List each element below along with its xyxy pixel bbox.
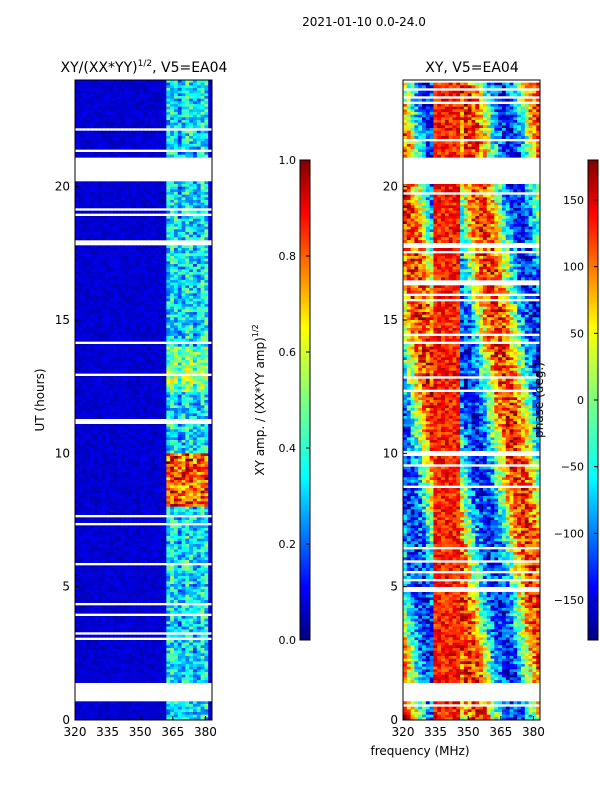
phase-title: XY, V5=EA04 — [425, 60, 519, 76]
amplitude-colorbar: 0.0 0.2 0.4 0.6 0.8 1.0 XY amp. / (XX*YY amp)… — [251, 154, 311, 647]
amplitude-colorbar-label: XY amp. / (XX*YY amp)1/2 — [251, 324, 267, 475]
x-tick-label: 365 — [489, 725, 512, 739]
y-tick-label: 15 — [383, 313, 398, 327]
phase-frame — [402, 79, 541, 721]
y-tick-label: 10 — [383, 446, 398, 460]
colorbar-tick-label: 0 — [577, 394, 584, 407]
amplitude-colorbar-ticks: 0.0 0.2 0.4 0.6 0.8 1.0 — [279, 154, 310, 647]
amplitude-panel: XY/(XX*YY)1/2, V5=EA04 320 335 350 365 380 0… — [33, 59, 228, 739]
phase-y-ticks: 0 5 10 15 20 — [383, 180, 407, 727]
figure-suptitle: 2021-01-10 0.0-24.0 — [302, 15, 426, 29]
phase-x-ticks: 320 335 350 365 380 — [392, 716, 545, 739]
x-tick-label: 335 — [96, 725, 119, 739]
amplitude-y-ticks: 0 5 10 15 20 — [55, 180, 79, 727]
x-tick-label: 365 — [161, 725, 184, 739]
colorbar-tick-label: 100 — [563, 261, 584, 274]
colorbar-tick-label: 0.2 — [279, 538, 297, 551]
y-tick-label: 5 — [62, 580, 70, 594]
amplitude-colorbar-gradient — [299, 159, 311, 641]
y-tick-label: 10 — [55, 446, 70, 460]
x-tick-label: 335 — [424, 725, 447, 739]
amplitude-title: XY/(XX*YY)1/2, V5=EA04 — [61, 59, 228, 76]
phase-colorbar-ticks: −150 −100 −50 0 50 100 150 — [554, 194, 598, 607]
y-tick-label: 0 — [390, 713, 398, 727]
y-tick-label: 20 — [55, 180, 70, 194]
colorbar-tick-label: 0.0 — [279, 634, 297, 647]
y-tick-label: 20 — [383, 180, 398, 194]
y-tick-label: 15 — [55, 313, 70, 327]
x-tick-label: 320 — [392, 725, 415, 739]
colorbar-tick-label: 0.6 — [279, 346, 297, 359]
x-tick-label: 380 — [194, 725, 217, 739]
amplitude-y-label: UT (hours) — [33, 368, 47, 431]
colorbar-tick-label: −50 — [561, 461, 584, 474]
frequency-x-label: frequency (MHz) — [370, 744, 469, 758]
colorbar-tick-label: −150 — [554, 594, 584, 607]
x-tick-label: 380 — [522, 725, 545, 739]
colorbar-tick-label: 0.4 — [279, 442, 297, 455]
amplitude-heatmap — [75, 80, 213, 721]
x-tick-label: 350 — [129, 725, 152, 739]
colorbar-tick-label: 1.0 — [279, 154, 297, 167]
amplitude-frame — [74, 79, 213, 721]
phase-panel: XY, V5=EA04 320 335 350 365 380 0 5 10 15 20 — [383, 60, 545, 739]
x-tick-label: 320 — [64, 725, 87, 739]
x-tick-label: 350 — [457, 725, 480, 739]
phase-colorbar-label: phase (deg.) — [532, 362, 546, 438]
phase-heatmap — [403, 82, 541, 721]
amplitude-x-ticks: 320 335 350 365 380 — [64, 716, 217, 739]
phase-colorbar: −150 −100 −50 0 50 100 150 phase (deg.) — [532, 159, 599, 641]
y-tick-label: 0 — [62, 713, 70, 727]
colorbar-tick-label: 150 — [563, 194, 584, 207]
colorbar-tick-label: 50 — [570, 327, 584, 340]
y-tick-label: 5 — [390, 580, 398, 594]
colorbar-tick-label: −100 — [554, 527, 584, 540]
colorbar-tick-label: 0.8 — [279, 250, 297, 263]
